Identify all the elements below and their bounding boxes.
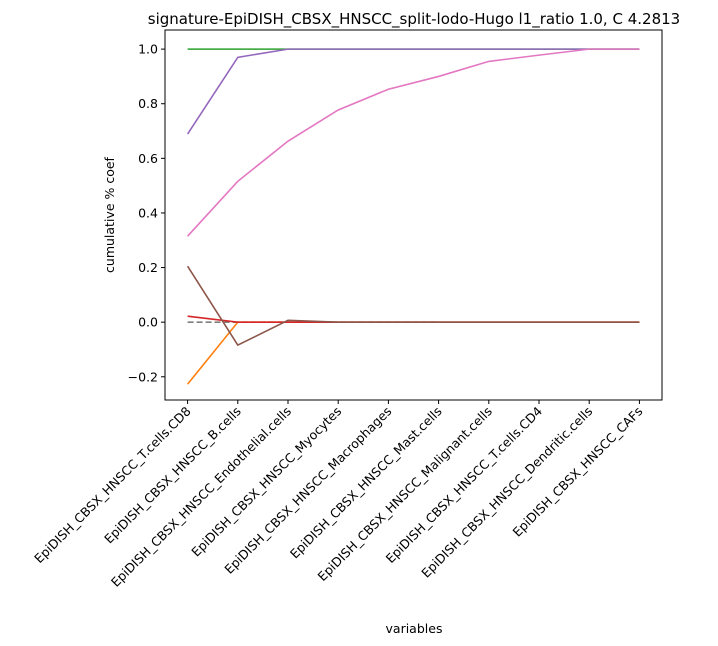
y-tick-label: 1.0 [138, 42, 158, 57]
x-axis-label: variables [386, 621, 443, 636]
y-tick-label: 0.0 [138, 315, 158, 330]
x-tick-label: EpiDISH_CBSX_HNSCC_Endothelial.cells [108, 404, 294, 590]
x-tick-label: EpiDISH_CBSX_HNSCC_Malignant.cells [315, 404, 495, 584]
series-line [186, 265, 640, 347]
y-axis-label: cumulative % coef [102, 156, 117, 273]
plot-frame [164, 29, 663, 401]
series-line [186, 321, 640, 385]
series-line [186, 48, 640, 135]
series-line [187, 315, 640, 323]
series-line [187, 48, 640, 237]
y-tick-label: 0.8 [138, 96, 158, 111]
y-tick-label: 0.6 [138, 151, 158, 166]
y-tick-label: 0.2 [138, 260, 158, 275]
y-tick-label: 0.4 [138, 205, 158, 220]
y-tick-label: −0.2 [128, 369, 158, 384]
chart-title: signature-EpiDISH_CBSX_HNSCC_split-lodo-… [148, 10, 680, 29]
